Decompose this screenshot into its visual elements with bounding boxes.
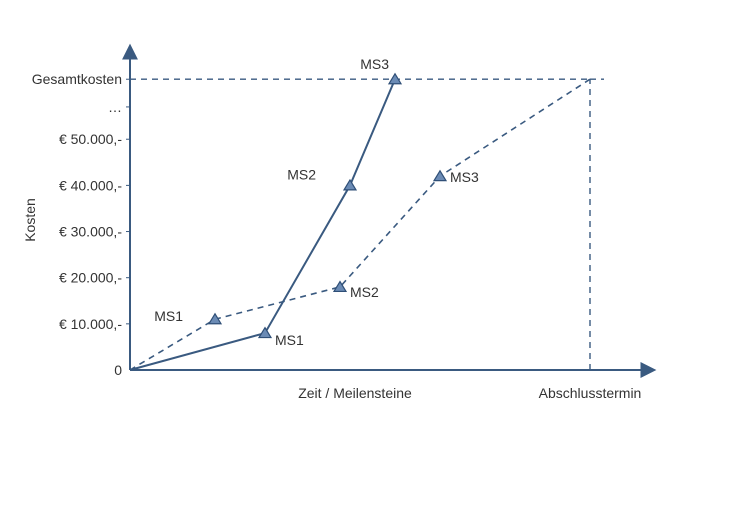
svg-text:…: … (108, 99, 122, 115)
svg-text:€ 10.000,-: € 10.000,- (59, 316, 122, 332)
svg-text:MS2: MS2 (350, 284, 379, 300)
svg-text:€ 30.000,-: € 30.000,- (59, 224, 122, 240)
svg-text:MS3: MS3 (450, 169, 479, 185)
svg-text:Gesamtkosten: Gesamtkosten (32, 71, 122, 87)
svg-text:€ 20.000,-: € 20.000,- (59, 270, 122, 286)
chart-svg: 0 € 10.000,- € 20.000,- € 30.000,- € 40.000,… (0, 0, 730, 530)
svg-text:€ 50.000,-: € 50.000,- (59, 131, 122, 147)
svg-text:Zeit / Meilensteine: Zeit / Meilensteine (298, 385, 412, 401)
svg-text:MS1: MS1 (154, 308, 183, 324)
svg-text:MS3: MS3 (360, 56, 389, 72)
svg-text:Abschlusstermin: Abschlusstermin (539, 385, 642, 401)
svg-text:MS2: MS2 (287, 166, 316, 182)
svg-text:0: 0 (114, 362, 122, 378)
milestone-cost-chart: 0 € 10.000,- € 20.000,- € 30.000,- € 40.000,… (0, 0, 730, 530)
svg-text:Kosten: Kosten (22, 198, 38, 242)
svg-text:MS1: MS1 (275, 332, 304, 348)
svg-text:€ 40.000,-: € 40.000,- (59, 177, 122, 193)
